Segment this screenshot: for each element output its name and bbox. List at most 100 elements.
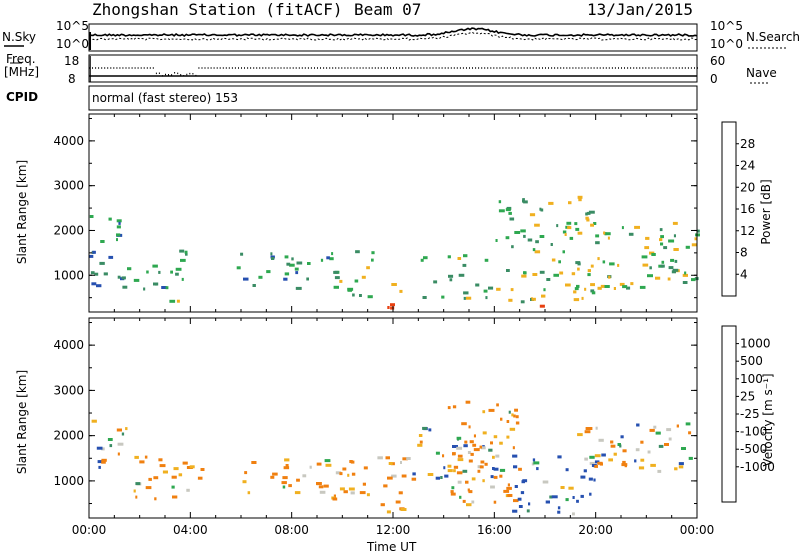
data-cell bbox=[347, 473, 350, 477]
velocity-ytick-label: 1000 bbox=[53, 474, 84, 488]
data-cell bbox=[642, 263, 649, 267]
data-cell bbox=[471, 477, 476, 481]
data-cell bbox=[462, 263, 467, 267]
x-tick-label: 16:00 bbox=[477, 523, 512, 537]
data-cell bbox=[400, 461, 402, 464]
data-cell bbox=[512, 446, 515, 450]
data-cell bbox=[514, 408, 518, 412]
data-cell bbox=[244, 471, 248, 475]
data-cell bbox=[468, 459, 473, 463]
velocity-ytick-label: 3000 bbox=[53, 383, 84, 397]
data-cell bbox=[668, 239, 675, 243]
data-cell bbox=[175, 272, 179, 276]
data-cell bbox=[593, 478, 596, 482]
data-cell bbox=[270, 252, 273, 256]
data-cell bbox=[664, 443, 669, 446]
data-cell bbox=[532, 458, 536, 462]
data-cell bbox=[443, 466, 446, 470]
data-cell bbox=[532, 273, 538, 276]
data-cell bbox=[590, 289, 595, 293]
data-cell bbox=[674, 259, 678, 263]
data-cell bbox=[565, 498, 569, 502]
data-cell bbox=[467, 451, 471, 454]
data-cell bbox=[517, 497, 522, 501]
data-cell bbox=[435, 476, 440, 480]
freq-unit: [MHz] bbox=[4, 65, 40, 79]
data-cell bbox=[286, 262, 291, 266]
data-cell bbox=[484, 258, 489, 262]
data-cell bbox=[590, 223, 594, 227]
data-cell bbox=[323, 484, 329, 488]
data-cell bbox=[320, 258, 324, 262]
data-cell bbox=[622, 449, 627, 453]
data-cell bbox=[200, 468, 205, 471]
data-cell bbox=[659, 238, 663, 242]
data-cell bbox=[331, 252, 334, 256]
data-cell bbox=[391, 474, 397, 478]
data-cell bbox=[565, 283, 571, 287]
velocity-colorbar-frame bbox=[721, 325, 737, 503]
power-ytick-label: 4000 bbox=[53, 134, 84, 148]
data-cell bbox=[523, 200, 528, 204]
data-cell bbox=[585, 216, 589, 220]
power-region bbox=[165, 249, 188, 303]
data-cell bbox=[613, 452, 617, 456]
data-cell bbox=[463, 254, 468, 258]
data-cell bbox=[573, 290, 577, 294]
data-cell bbox=[634, 459, 637, 463]
data-cell bbox=[578, 198, 582, 202]
data-cell bbox=[398, 491, 403, 495]
data-cell bbox=[101, 447, 105, 451]
data-cell bbox=[572, 512, 575, 516]
data-cell bbox=[348, 487, 355, 491]
data-cell bbox=[557, 510, 561, 514]
data-cell bbox=[562, 230, 567, 234]
data-cell bbox=[619, 282, 625, 286]
data-cell bbox=[571, 272, 576, 276]
data-cell bbox=[597, 286, 602, 290]
data-cell bbox=[488, 286, 494, 290]
data-cell bbox=[284, 255, 289, 259]
data-cell bbox=[597, 257, 600, 261]
data-cell bbox=[600, 284, 605, 288]
data-cell bbox=[152, 264, 158, 268]
data-cell bbox=[499, 474, 503, 478]
data-cell bbox=[594, 460, 600, 464]
data-cell bbox=[479, 465, 484, 469]
data-cell bbox=[453, 465, 459, 469]
data-cell bbox=[457, 458, 464, 462]
data-cell bbox=[586, 218, 590, 222]
data-cell bbox=[391, 283, 397, 286]
data-cell bbox=[125, 427, 128, 431]
data-cell bbox=[447, 464, 452, 468]
data-cell bbox=[281, 481, 287, 485]
data-cell bbox=[506, 435, 510, 439]
data-cell bbox=[406, 457, 411, 460]
velocity-colorbar-label-4: -25 bbox=[740, 407, 760, 421]
power-colorbar-label-2: 12 bbox=[740, 224, 755, 238]
data-cell bbox=[271, 257, 275, 260]
data-cell bbox=[506, 486, 512, 490]
data-cell bbox=[609, 262, 615, 266]
data-cell bbox=[499, 441, 503, 445]
velocity-colorbar-label-3: 25 bbox=[740, 389, 755, 403]
data-cell bbox=[103, 272, 108, 276]
data-cell bbox=[98, 465, 101, 469]
data-cell bbox=[681, 447, 686, 450]
data-cell bbox=[607, 236, 610, 240]
data-cell bbox=[316, 482, 322, 485]
data-cell bbox=[569, 236, 574, 240]
data-cell bbox=[534, 250, 541, 254]
x-tick-label: 00:00 bbox=[72, 523, 107, 537]
data-cell bbox=[272, 472, 278, 476]
data-cell bbox=[513, 414, 516, 418]
data-cell bbox=[463, 296, 466, 300]
data-cell bbox=[496, 403, 499, 407]
data-cell bbox=[543, 288, 546, 292]
data-cell bbox=[668, 437, 672, 441]
data-cell bbox=[450, 492, 456, 496]
nave-tick-high: 60 bbox=[710, 54, 726, 68]
data-cell bbox=[467, 488, 470, 492]
data-cell bbox=[590, 283, 595, 287]
data-cell bbox=[339, 279, 343, 283]
